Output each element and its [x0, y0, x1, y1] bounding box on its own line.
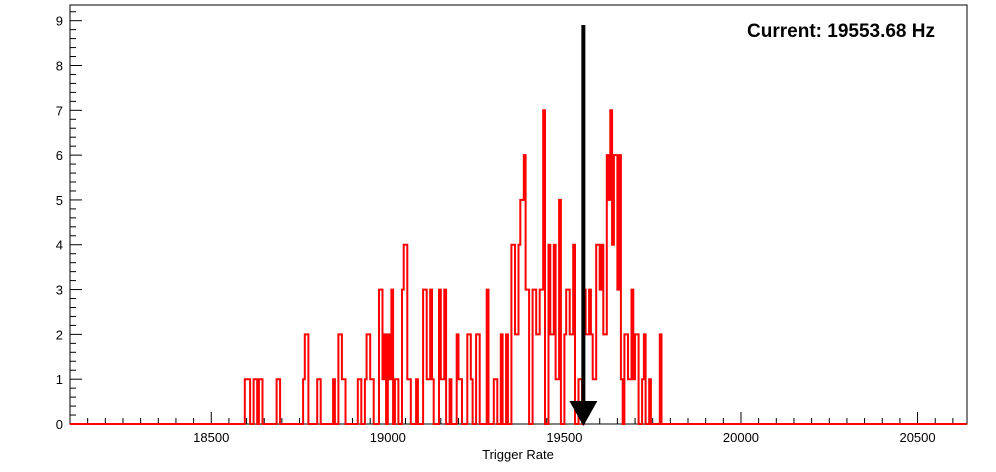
- y-tick-label: 0: [56, 417, 63, 432]
- x-axis-ticks: 18500 19000 19500 20000 20500: [69, 412, 954, 445]
- current-value-arrow-icon: [569, 25, 598, 426]
- y-tick-label: 3: [56, 283, 63, 298]
- y-tick-label: 6: [56, 148, 63, 163]
- x-tick-label: 20000: [723, 430, 759, 445]
- x-tick-label: 18500: [193, 430, 229, 445]
- y-tick-label: 7: [56, 103, 63, 118]
- y-tick-label: 5: [56, 193, 63, 208]
- y-tick-label: 1: [56, 372, 63, 387]
- y-tick-label: 2: [56, 327, 63, 342]
- current-rate-label: Current: 19553.68 Hz: [747, 21, 935, 42]
- plot-frame: [69, 4, 968, 425]
- histogram-series-line: [70, 109, 967, 425]
- x-axis-title: Trigger Rate: [482, 447, 554, 462]
- x-tick-label: 19500: [546, 430, 582, 445]
- y-tick-label: 8: [56, 58, 63, 73]
- x-tick-label: 19000: [370, 430, 406, 445]
- y-tick-label: 9: [56, 14, 63, 29]
- x-tick-label: 20500: [899, 430, 935, 445]
- y-tick-label: 4: [56, 238, 63, 253]
- arrow-head: [569, 401, 598, 426]
